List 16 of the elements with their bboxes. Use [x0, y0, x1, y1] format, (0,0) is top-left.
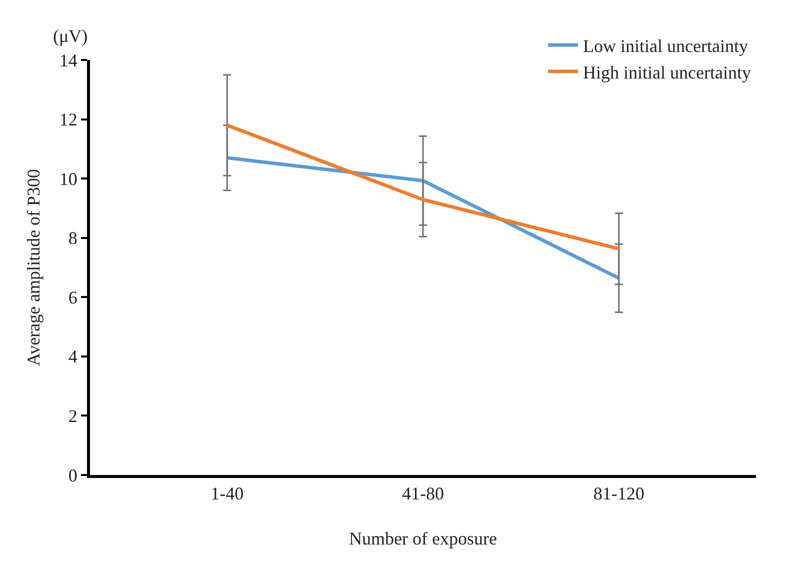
legend-label: High initial uncertainty [583, 62, 751, 82]
legend-label: Low initial uncertainty [583, 36, 748, 56]
y-tick-label: 4 [68, 346, 78, 367]
y-tick-label: 12 [59, 110, 78, 130]
x-tick-label: 41-80 [402, 484, 444, 504]
y-axis-title: Average amplitude of P300 [24, 168, 44, 366]
x-axis-title: Number of exposure [349, 528, 497, 549]
text: (μV) [53, 26, 88, 46]
y-tick-label: 6 [68, 287, 78, 308]
y-tick-label: 14 [59, 50, 78, 70]
y-tick-label: 2 [68, 406, 78, 426]
y-tick-label: 8 [68, 228, 78, 248]
y-tick-label: 10 [59, 168, 78, 189]
y-tick-label: 0 [68, 465, 78, 486]
x-tick-label: 1-40 [210, 484, 244, 504]
x-tick-label: 81-120 [593, 484, 644, 504]
